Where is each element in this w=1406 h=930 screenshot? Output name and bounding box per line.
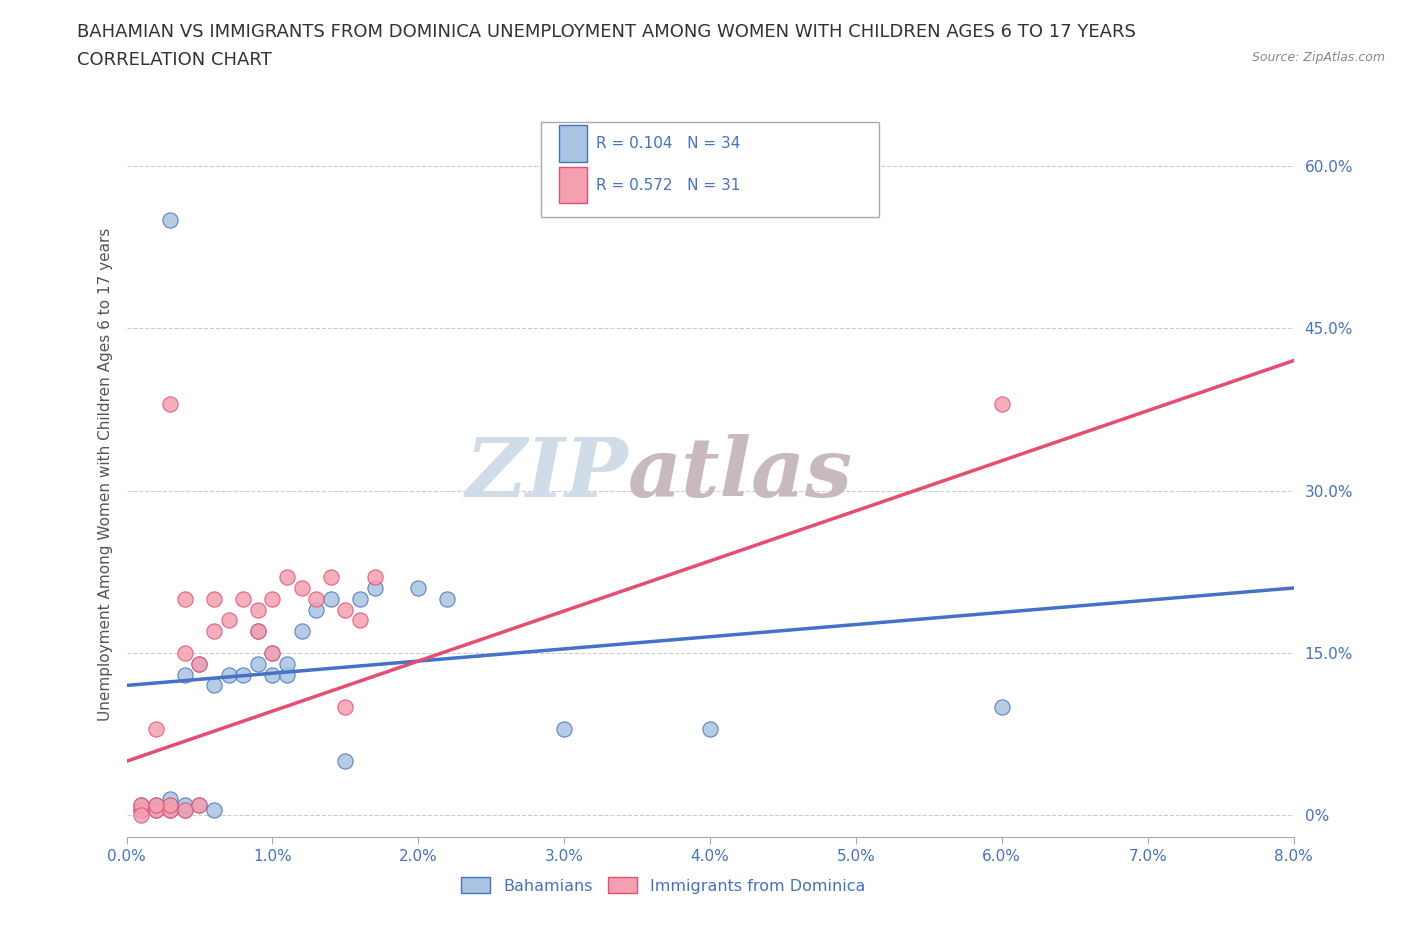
Point — [129, 797, 152, 812]
Point — [363, 570, 385, 585]
FancyBboxPatch shape — [541, 123, 879, 217]
Point — [174, 645, 197, 660]
Point — [145, 803, 167, 817]
FancyBboxPatch shape — [560, 126, 588, 162]
Text: Source: ZipAtlas.com: Source: ZipAtlas.com — [1251, 51, 1385, 64]
Point — [408, 580, 430, 595]
Point — [305, 591, 328, 606]
Point — [276, 570, 298, 585]
Point — [159, 797, 181, 812]
Point — [129, 803, 152, 817]
Point — [335, 603, 357, 618]
Point — [349, 613, 371, 628]
Point — [188, 657, 211, 671]
Point — [145, 797, 167, 812]
Point — [202, 591, 225, 606]
Point — [436, 591, 458, 606]
Point — [553, 722, 575, 737]
Point — [990, 396, 1012, 411]
Point — [188, 657, 211, 671]
Legend: Bahamians, Immigrants from Dominica: Bahamians, Immigrants from Dominica — [453, 869, 873, 901]
Point — [335, 754, 357, 769]
Point — [202, 803, 225, 817]
Point — [202, 624, 225, 639]
Text: R = 0.572   N = 31: R = 0.572 N = 31 — [596, 178, 740, 193]
Point — [174, 803, 197, 817]
Point — [262, 645, 284, 660]
Point — [159, 803, 181, 817]
Point — [145, 797, 167, 812]
Point — [145, 722, 167, 737]
Text: CORRELATION CHART: CORRELATION CHART — [77, 51, 273, 69]
Point — [290, 624, 312, 639]
Point — [262, 645, 284, 660]
Point — [699, 722, 721, 737]
Point — [218, 613, 240, 628]
Point — [129, 797, 152, 812]
Point — [159, 797, 181, 812]
Text: BAHAMIAN VS IMMIGRANTS FROM DOMINICA UNEMPLOYMENT AMONG WOMEN WITH CHILDREN AGES: BAHAMIAN VS IMMIGRANTS FROM DOMINICA UNE… — [77, 23, 1136, 41]
Point — [159, 212, 181, 227]
Point — [246, 624, 269, 639]
Y-axis label: Unemployment Among Women with Children Ages 6 to 17 years: Unemployment Among Women with Children A… — [97, 228, 112, 721]
Point — [319, 591, 342, 606]
Point — [129, 803, 152, 817]
Point — [232, 667, 254, 682]
Text: R = 0.104   N = 34: R = 0.104 N = 34 — [596, 136, 740, 151]
Point — [188, 797, 211, 812]
Point — [174, 591, 197, 606]
Point — [145, 803, 167, 817]
Point — [174, 667, 197, 682]
Point — [218, 667, 240, 682]
Point — [159, 396, 181, 411]
Point — [262, 667, 284, 682]
Point — [188, 797, 211, 812]
Point — [246, 624, 269, 639]
Point — [159, 791, 181, 806]
Point — [290, 580, 312, 595]
Point — [246, 657, 269, 671]
Point — [363, 580, 385, 595]
Point — [349, 591, 371, 606]
Point — [276, 657, 298, 671]
Point — [305, 603, 328, 618]
Text: ZIP: ZIP — [465, 434, 628, 514]
Point — [262, 591, 284, 606]
Point — [990, 699, 1012, 714]
Point — [232, 591, 254, 606]
Point — [159, 803, 181, 817]
Text: atlas: atlas — [628, 434, 853, 514]
Point — [129, 808, 152, 823]
FancyBboxPatch shape — [560, 167, 588, 204]
Point — [246, 603, 269, 618]
Point — [335, 699, 357, 714]
Point — [319, 570, 342, 585]
Point — [174, 797, 197, 812]
Point — [174, 803, 197, 817]
Point — [276, 667, 298, 682]
Point — [202, 678, 225, 693]
